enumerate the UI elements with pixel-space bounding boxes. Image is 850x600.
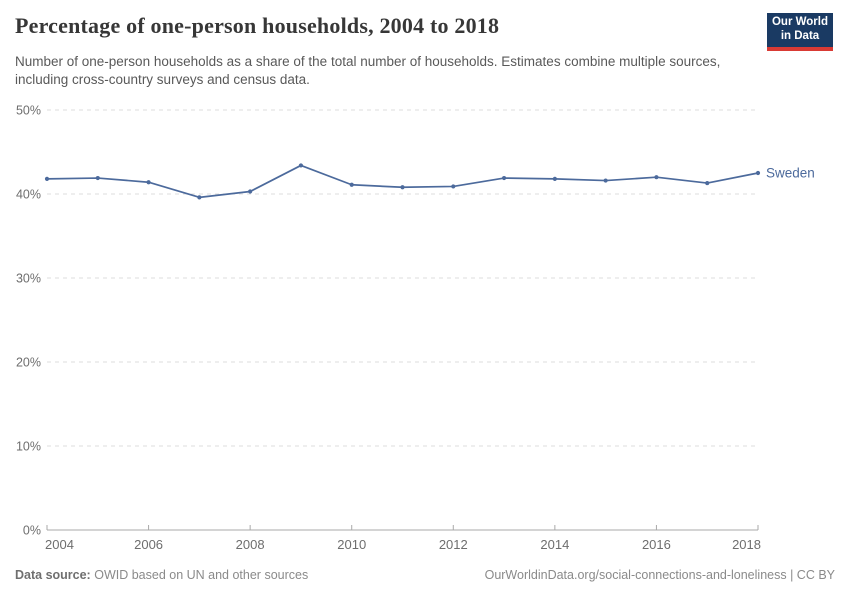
data-point[interactable] <box>146 180 151 185</box>
page-subtitle: Number of one-person households as a sha… <box>15 54 721 87</box>
x-tick-label: 2010 <box>337 537 366 552</box>
x-tick-label: 2014 <box>540 537 569 552</box>
data-point[interactable] <box>349 182 354 187</box>
data-point[interactable] <box>552 176 557 181</box>
x-tick-label: 2012 <box>439 537 468 552</box>
data-point[interactable] <box>95 175 100 181</box>
data-source-text: OWID based on UN and other sources <box>94 568 309 582</box>
data-point[interactable] <box>451 184 456 189</box>
x-tick-label: 2006 <box>134 537 163 552</box>
data-point[interactable] <box>248 189 253 194</box>
series-label-sweden[interactable]: Sweden <box>766 166 815 181</box>
data-point[interactable] <box>197 195 202 200</box>
owid-logo-line1: Our World <box>771 16 828 29</box>
x-axis: 2004 2006 2008 2010 2012 2014 2016 2018 <box>45 525 761 552</box>
y-tick-label: 20% <box>16 356 41 370</box>
data-point[interactable] <box>755 170 761 176</box>
owid-logo-line2: in Data <box>780 30 820 42</box>
data-source-note: Data source: OWID based on UN and other … <box>15 568 308 582</box>
x-tick-label: 2008 <box>236 537 265 552</box>
data-point[interactable] <box>400 185 405 190</box>
data-source-label: Data source: <box>15 568 91 582</box>
page-title: Percentage of one-person households, 200… <box>15 13 500 38</box>
data-point[interactable] <box>501 175 507 181</box>
data-point[interactable] <box>298 163 304 168</box>
owid-url-link[interactable]: OurWorldinData.org/social-connections-an… <box>484 568 835 582</box>
y-tick-label: 40% <box>16 188 41 202</box>
y-gridlines <box>47 109 758 531</box>
data-point[interactable] <box>705 180 710 186</box>
y-axis-labels: 0% 10% 20% 30% 40% 50% <box>16 104 41 538</box>
y-tick-label: 50% <box>16 104 41 118</box>
y-tick-label: 30% <box>16 272 41 286</box>
owid-logo[interactable]: Our World in Data <box>767 13 833 51</box>
series-line[interactable] <box>46 164 759 199</box>
x-tick-label: 2004 <box>45 537 74 552</box>
chart-footer: Data source: OWID based on UN and other … <box>15 568 835 582</box>
y-tick-label: 10% <box>16 440 41 454</box>
y-tick-label: 0% <box>23 524 41 538</box>
series-sweden[interactable] <box>44 163 761 200</box>
data-point[interactable] <box>44 176 50 181</box>
x-tick-label: 2016 <box>642 537 671 552</box>
data-point[interactable] <box>603 178 608 183</box>
x-tick-label: 2018 <box>732 537 761 552</box>
data-point[interactable] <box>654 175 659 180</box>
